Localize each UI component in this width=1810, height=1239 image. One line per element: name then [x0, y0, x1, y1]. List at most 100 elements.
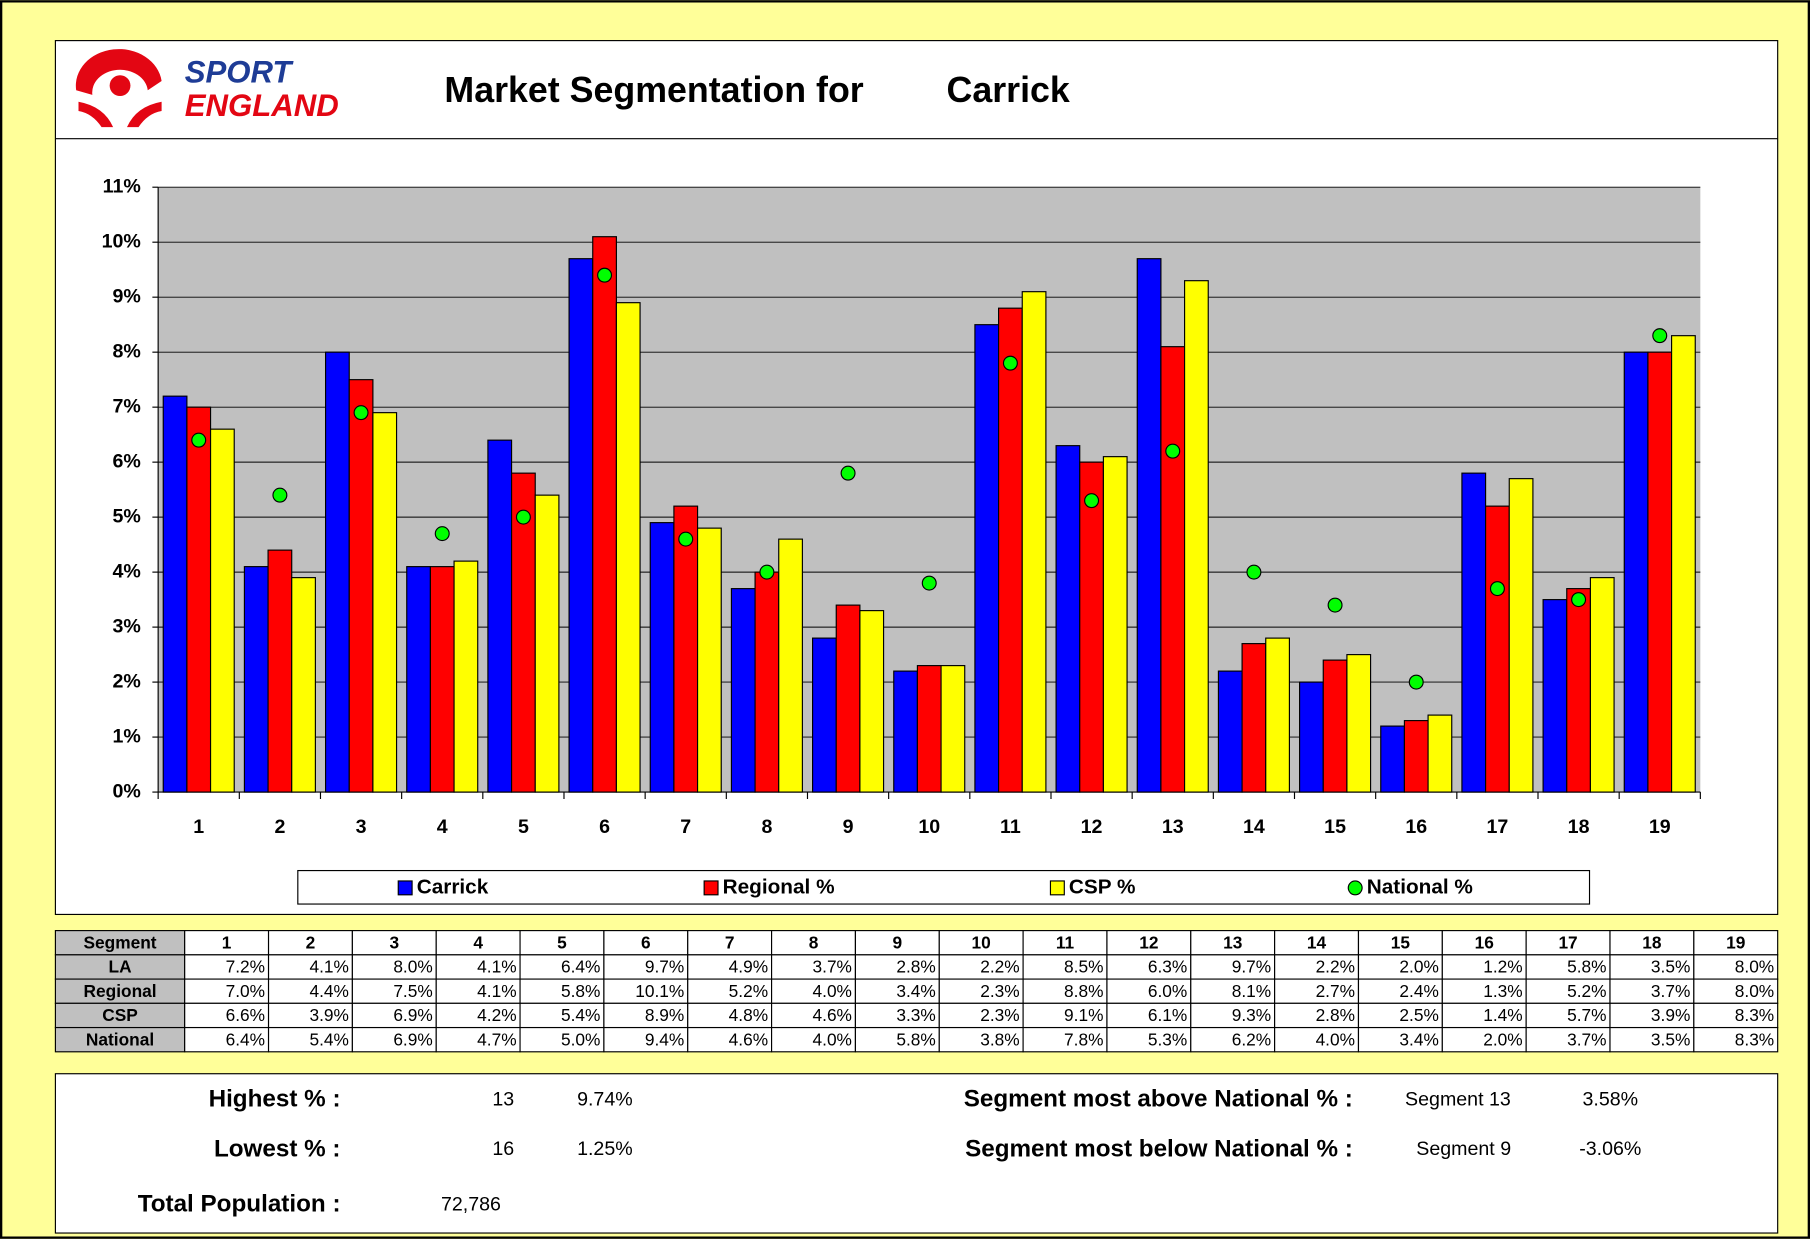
table-cell	[771, 1026, 857, 1053]
table-value: 5.2%	[729, 981, 768, 1001]
title-area: Carrick	[947, 70, 1070, 110]
table-cell	[1693, 1002, 1779, 1029]
table-cell	[519, 930, 605, 956]
logo-arc	[75, 49, 162, 95]
table-cell	[184, 930, 270, 956]
table-value: 7.8%	[1064, 1029, 1103, 1049]
table-value: 2.3%	[980, 1005, 1019, 1025]
table-value: 8.3%	[1735, 1029, 1774, 1049]
bar	[1055, 445, 1081, 793]
table-value: 6.0%	[1148, 981, 1187, 1001]
bar	[859, 610, 885, 793]
table-cell	[1525, 1002, 1611, 1029]
table-value: 4.8%	[729, 1005, 768, 1025]
table-cell	[1190, 1002, 1276, 1029]
table-cell	[938, 978, 1024, 1004]
table-value: 5.4%	[309, 1029, 348, 1049]
bar	[615, 302, 641, 793]
table-header: 12	[1139, 932, 1158, 952]
y-tick-label: 3%	[112, 615, 140, 637]
x-tick-label: 12	[1081, 816, 1103, 838]
table-value: 4.7%	[477, 1029, 516, 1049]
bar	[592, 236, 617, 793]
national-dot	[191, 432, 207, 448]
x-tick-label: 6	[599, 816, 610, 838]
bar	[1021, 291, 1047, 793]
table-header: 17	[1558, 932, 1577, 952]
bar	[940, 665, 966, 793]
table-value: 5.2%	[1567, 981, 1606, 1001]
bar	[1299, 681, 1324, 793]
table-header: 9	[893, 932, 903, 952]
x-tick-label: 5	[518, 816, 529, 838]
bar	[1508, 478, 1534, 793]
table-header: 6	[641, 932, 651, 952]
x-tick-label: 17	[1487, 816, 1509, 838]
table-cell	[1022, 1002, 1108, 1029]
summary-value: 9.74%	[577, 1088, 633, 1110]
bar	[730, 588, 756, 793]
table-value: 9.1%	[1064, 1005, 1103, 1025]
summary-panel	[54, 1073, 1779, 1234]
x-tick-label: 10	[918, 816, 940, 838]
table-cell	[1274, 1026, 1360, 1053]
table-value: 10.1%	[635, 981, 684, 1001]
table-cell	[938, 930, 1024, 956]
table-header: 5	[557, 932, 567, 952]
table-value: 4.9%	[729, 957, 768, 977]
legend-swatch	[1347, 880, 1363, 896]
table-value: 3.4%	[1399, 1029, 1438, 1049]
national-dot	[1084, 493, 1100, 509]
table-value: 5.0%	[561, 1029, 600, 1049]
table-cell	[854, 930, 940, 956]
bar	[1589, 577, 1615, 793]
x-tick-label: 18	[1568, 816, 1590, 838]
bar	[1623, 351, 1649, 793]
table-cell	[1106, 978, 1192, 1004]
table-value: 4.0%	[813, 981, 852, 1001]
national-dot	[921, 575, 937, 591]
national-dot	[597, 267, 613, 283]
table-value: 4.4%	[309, 981, 348, 1001]
logo-head	[109, 75, 131, 97]
table-cell	[1693, 1026, 1779, 1053]
bar	[406, 566, 431, 793]
table-value: 5.8%	[1567, 957, 1606, 977]
table-cell	[938, 954, 1024, 980]
table-header: 15	[1391, 932, 1411, 952]
legend-swatch	[703, 880, 719, 896]
bar	[1427, 714, 1453, 793]
table-value: 8.8%	[1064, 981, 1103, 1001]
y-tick-label: 10%	[102, 230, 141, 252]
table-cell	[1022, 978, 1108, 1004]
legend-swatch	[1049, 880, 1065, 896]
table-value: 9.3%	[1232, 1005, 1271, 1025]
table-cell	[519, 978, 605, 1004]
table-value: 7.0%	[226, 981, 265, 1001]
logo-text: ENGLAND	[185, 88, 339, 123]
table-row-header	[54, 1026, 186, 1053]
bar	[1461, 472, 1487, 793]
table-header: 13	[1223, 932, 1242, 952]
national-dot	[434, 526, 450, 542]
x-tick-label: 13	[1162, 816, 1184, 838]
bar	[291, 577, 316, 793]
national-dot	[1327, 597, 1343, 613]
table-cell	[1441, 1026, 1527, 1053]
table-header: 14	[1307, 932, 1327, 952]
table-value: 3.4%	[896, 981, 935, 1001]
table-value: 4.1%	[309, 957, 348, 977]
legend-swatch	[397, 880, 413, 896]
table-value: 6.2%	[1232, 1029, 1271, 1049]
summary-value: 1.25%	[577, 1138, 633, 1160]
table-value: 6.9%	[393, 1005, 432, 1025]
x-tick-label: 19	[1649, 816, 1671, 838]
table-value: 1.2%	[1483, 957, 1522, 977]
legend-label: Regional %	[723, 875, 835, 898]
summary-value: 13	[492, 1088, 514, 1110]
table-value: 2.4%	[1399, 981, 1438, 1001]
x-tick-label: 8	[761, 816, 772, 838]
y-tick-label: 8%	[112, 340, 140, 362]
table-value: 2.2%	[1316, 957, 1355, 977]
bar	[453, 560, 479, 793]
